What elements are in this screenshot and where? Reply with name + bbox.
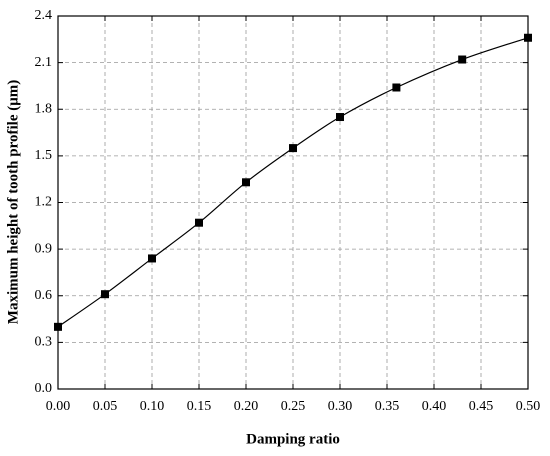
x-tick-label: 0.45 bbox=[469, 399, 494, 414]
y-tick-label: 0.0 bbox=[35, 381, 53, 396]
data-point bbox=[336, 113, 344, 122]
x-tick-label: 0.30 bbox=[328, 399, 353, 414]
data-point bbox=[242, 178, 250, 187]
data-point bbox=[54, 322, 62, 331]
y-tick-label: 1.8 bbox=[35, 101, 53, 116]
x-tick-label: 0.00 bbox=[46, 399, 71, 414]
x-tick-label: 0.15 bbox=[187, 399, 212, 414]
y-tick-label: 0.3 bbox=[35, 335, 53, 350]
y-tick-label: 1.5 bbox=[35, 148, 53, 163]
x-tick-label: 0.05 bbox=[93, 399, 118, 414]
data-point bbox=[195, 218, 203, 227]
data-point bbox=[458, 55, 467, 64]
data-point bbox=[101, 290, 109, 299]
x-tick-label: 0.10 bbox=[140, 399, 165, 414]
x-tick-label: 0.35 bbox=[375, 399, 400, 414]
data-point bbox=[289, 144, 297, 153]
y-tick-label: 0.9 bbox=[35, 241, 53, 256]
x-axis-label: Damping ratio bbox=[246, 431, 340, 447]
plot-frame bbox=[57, 15, 529, 390]
y-axis-label: Maximum height of tooth profile (μm) bbox=[5, 80, 21, 324]
data-point bbox=[524, 33, 532, 42]
y-tick-label: 1.2 bbox=[35, 195, 53, 210]
y-tick-label: 2.1 bbox=[35, 55, 53, 70]
y-tick-label: 0.6 bbox=[35, 288, 53, 303]
data-point bbox=[392, 83, 401, 92]
x-tick-label: 0.20 bbox=[234, 399, 259, 414]
data-line bbox=[57, 37, 529, 328]
y-tick-label: 2.4 bbox=[35, 8, 53, 23]
data-point bbox=[148, 254, 156, 263]
x-tick-label: 0.25 bbox=[281, 399, 306, 414]
x-tick-label: 0.40 bbox=[422, 399, 447, 414]
x-tick-label: 0.50 bbox=[516, 399, 541, 414]
